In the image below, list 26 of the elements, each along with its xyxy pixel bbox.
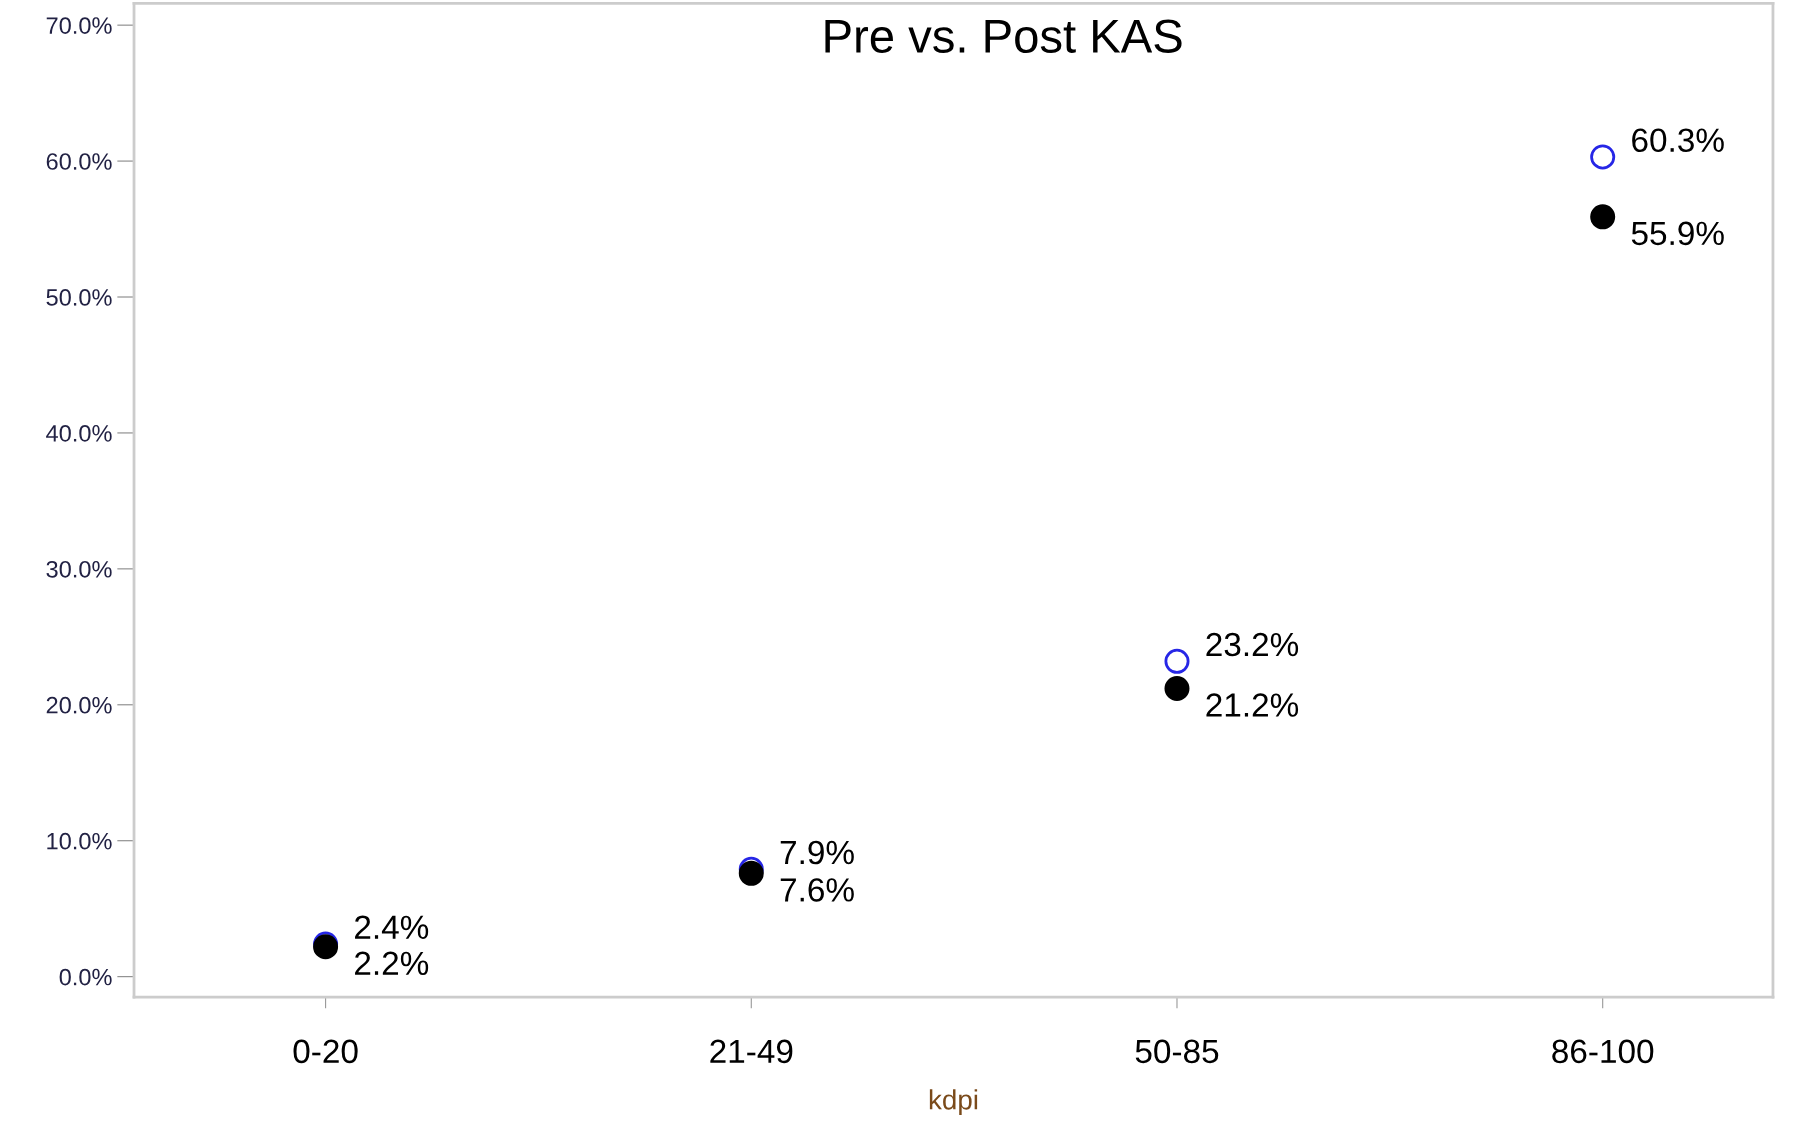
x-axis-title: kdpi: [929, 1089, 978, 1116]
point: [1590, 204, 1616, 230]
data-label: 7.9%: [780, 840, 854, 865]
y-tick-label: 40.0%: [46, 425, 112, 442]
data-label: 55.9%: [1631, 221, 1724, 246]
x-tick-label: 86-100: [1552, 1039, 1654, 1064]
x-tick-label: 0-20: [293, 1039, 358, 1064]
point: [1164, 675, 1190, 701]
y-tick-label: 10.0%: [47, 832, 112, 850]
data-label: 7.6%: [780, 878, 854, 902]
y-tick-label: 0.0%: [59, 968, 112, 986]
y-tick-label: 30.0%: [46, 560, 112, 578]
data-label: 60.3%: [1632, 128, 1724, 153]
x-tick-label: 50-85: [1135, 1039, 1219, 1064]
point: [1590, 144, 1616, 170]
x-tick-label: 21-49: [710, 1039, 793, 1064]
y-tick-label: 20.0%: [46, 696, 112, 714]
data-label: 2.2%: [355, 951, 429, 976]
y-tick-label: 60.0%: [46, 153, 112, 170]
chart-title: Pre vs. Post KAS: [825, 19, 1182, 53]
y-tick-label: 70.0%: [46, 17, 112, 34]
data-label: 2.4%: [355, 915, 429, 939]
data-label: 21.2%: [1206, 693, 1299, 717]
data-label: 23.2%: [1206, 632, 1299, 657]
y-tick-label: 50.0%: [46, 289, 112, 306]
point: [1164, 648, 1190, 674]
